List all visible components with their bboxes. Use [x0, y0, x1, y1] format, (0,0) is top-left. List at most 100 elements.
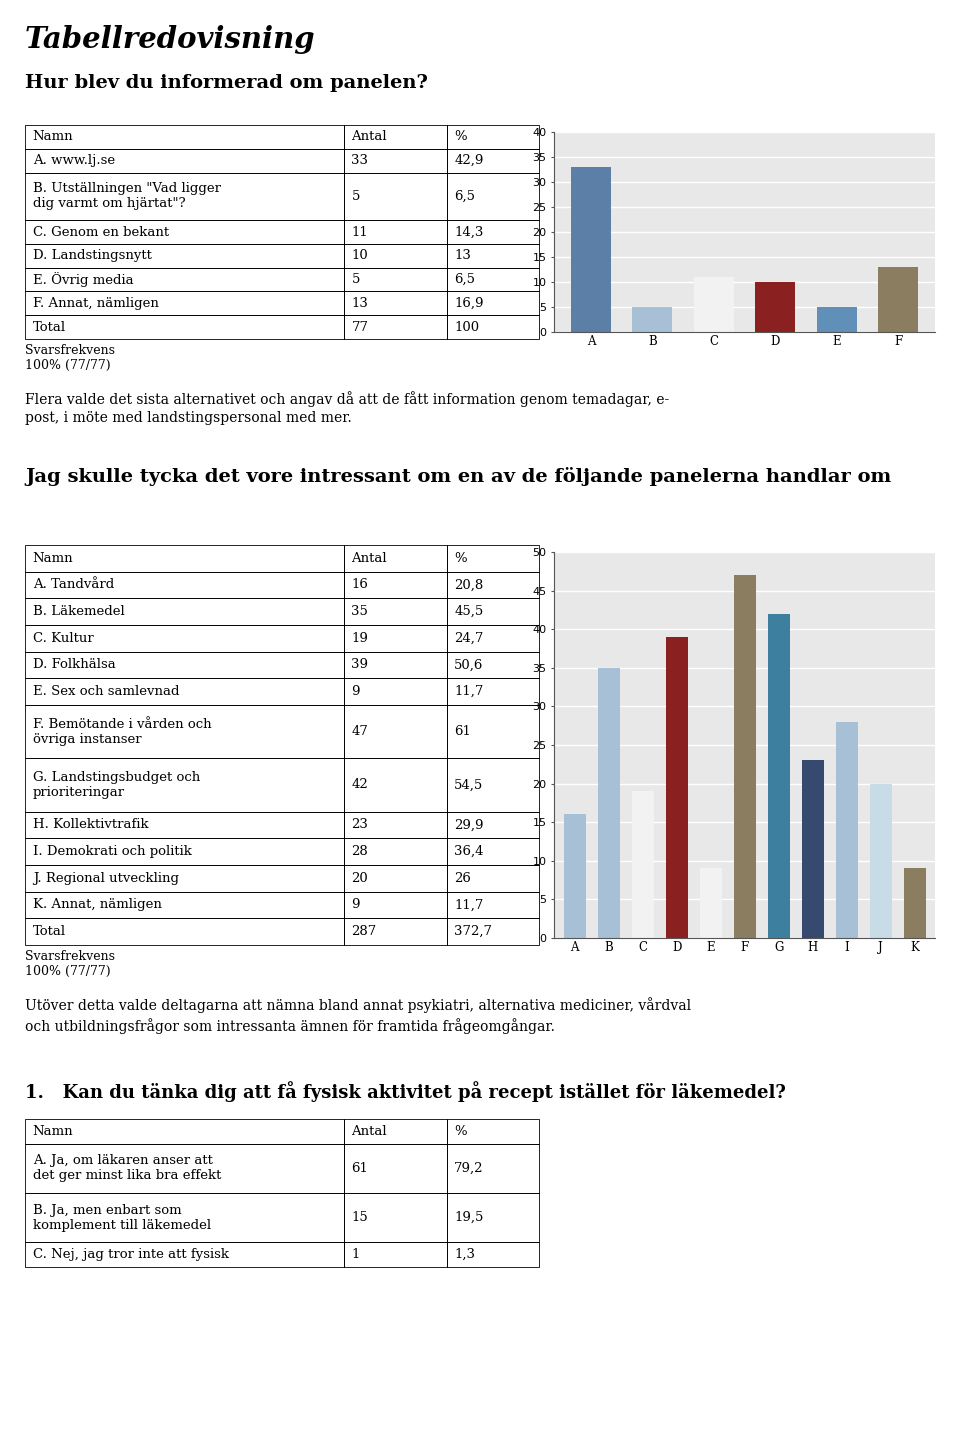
Bar: [344, 149, 446, 173]
Text: 33: 33: [351, 154, 369, 167]
Bar: [25, 571, 344, 599]
Bar: [25, 149, 344, 173]
Text: A. Ja, om läkaren anser att
det ger minst lika bra effekt: A. Ja, om läkaren anser att det ger mins…: [33, 1154, 221, 1182]
Text: C. Kultur: C. Kultur: [33, 632, 93, 645]
Bar: [25, 892, 344, 918]
Text: Namn: Namn: [33, 552, 73, 566]
Text: 11: 11: [351, 226, 369, 238]
Text: 16: 16: [351, 579, 369, 592]
Text: Jag skulle tycka det vore intressant om en av de följande panelerna handlar om: Jag skulle tycka det vore intressant om …: [25, 467, 891, 486]
Bar: [446, 758, 540, 812]
Text: D. Landstingsnytt: D. Landstingsnytt: [33, 249, 152, 262]
Bar: [344, 125, 446, 149]
Bar: [25, 1144, 344, 1193]
Text: 6,5: 6,5: [454, 273, 475, 286]
Bar: [446, 1243, 540, 1267]
Text: 61: 61: [454, 725, 471, 738]
Text: Utöver detta valde deltagarna att nämna bland annat psykiatri, alternativa medic: Utöver detta valde deltagarna att nämna …: [25, 998, 691, 1034]
Text: 11,7: 11,7: [454, 899, 484, 912]
Bar: [446, 545, 540, 571]
Bar: [564, 815, 586, 938]
Text: 5: 5: [351, 190, 360, 203]
Bar: [446, 1144, 540, 1193]
Text: 20,8: 20,8: [454, 579, 484, 592]
Text: 9: 9: [351, 899, 360, 912]
Text: 16,9: 16,9: [454, 297, 484, 310]
Bar: [25, 812, 344, 838]
Bar: [25, 1193, 344, 1243]
Text: 50,6: 50,6: [454, 658, 484, 671]
Text: 100: 100: [454, 320, 479, 334]
Text: A. Tandvård: A. Tandvård: [33, 579, 114, 592]
Text: 79,2: 79,2: [454, 1161, 484, 1174]
Text: Flera valde det sista alternativet och angav då att de fått information genom te: Flera valde det sista alternativet och a…: [25, 392, 669, 425]
Bar: [344, 315, 446, 339]
Text: 39: 39: [351, 658, 369, 671]
Text: Namn: Namn: [33, 130, 73, 144]
Bar: [25, 918, 344, 945]
Bar: [446, 599, 540, 625]
Bar: [344, 625, 446, 651]
Text: 14,3: 14,3: [454, 226, 484, 238]
Text: Svarsfrekvens
100% (77/77): Svarsfrekvens 100% (77/77): [25, 950, 115, 977]
Bar: [25, 599, 344, 625]
Text: H. Kollektivtrafik: H. Kollektivtrafik: [33, 818, 149, 831]
Bar: [344, 599, 446, 625]
Bar: [870, 783, 892, 938]
Text: 54,5: 54,5: [454, 779, 484, 792]
Bar: [344, 244, 446, 268]
Bar: [25, 1243, 344, 1267]
Bar: [446, 918, 540, 945]
Text: E. Sex och samlevnad: E. Sex och samlevnad: [33, 686, 180, 697]
Text: 28: 28: [351, 845, 369, 858]
Bar: [903, 869, 925, 938]
Text: F. Bemötande i vården och
övriga instanser: F. Bemötande i vården och övriga instans…: [33, 718, 211, 745]
Text: 29,9: 29,9: [454, 818, 484, 831]
Bar: [733, 576, 756, 938]
Bar: [25, 125, 344, 149]
Bar: [878, 267, 918, 332]
Bar: [446, 705, 540, 758]
Bar: [446, 679, 540, 705]
Text: Total: Total: [33, 925, 66, 938]
Bar: [25, 838, 344, 866]
Text: I. Demokrati och politik: I. Demokrati och politik: [33, 845, 192, 858]
Bar: [446, 812, 540, 838]
Bar: [25, 758, 344, 812]
Bar: [344, 892, 446, 918]
Text: %: %: [454, 130, 467, 144]
Bar: [344, 651, 446, 679]
Text: 13: 13: [454, 249, 471, 262]
Text: Antal: Antal: [351, 552, 387, 566]
Bar: [344, 571, 446, 599]
Text: 9: 9: [351, 686, 360, 697]
Text: 6,5: 6,5: [454, 190, 475, 203]
Bar: [446, 651, 540, 679]
Bar: [25, 268, 344, 291]
Bar: [344, 838, 446, 866]
Bar: [700, 869, 722, 938]
Bar: [446, 625, 540, 651]
Bar: [25, 291, 344, 315]
Text: B. Läkemedel: B. Läkemedel: [33, 605, 125, 618]
Bar: [756, 281, 795, 332]
Bar: [25, 866, 344, 892]
Bar: [25, 173, 344, 220]
Bar: [446, 244, 540, 268]
Text: K. Annat, nämligen: K. Annat, nämligen: [33, 899, 161, 912]
Text: D. Folkhälsa: D. Folkhälsa: [33, 658, 115, 671]
Text: %: %: [454, 552, 467, 566]
Text: Hur blev du informerad om panelen?: Hur blev du informerad om panelen?: [25, 74, 428, 91]
Bar: [344, 1144, 446, 1193]
Bar: [446, 125, 540, 149]
Bar: [446, 571, 540, 599]
Bar: [25, 705, 344, 758]
Bar: [446, 892, 540, 918]
Bar: [344, 866, 446, 892]
Text: 10: 10: [351, 249, 369, 262]
Text: 19: 19: [351, 632, 369, 645]
Bar: [25, 545, 344, 571]
Text: 23: 23: [351, 818, 369, 831]
Text: Namn: Namn: [33, 1125, 73, 1138]
Bar: [446, 315, 540, 339]
